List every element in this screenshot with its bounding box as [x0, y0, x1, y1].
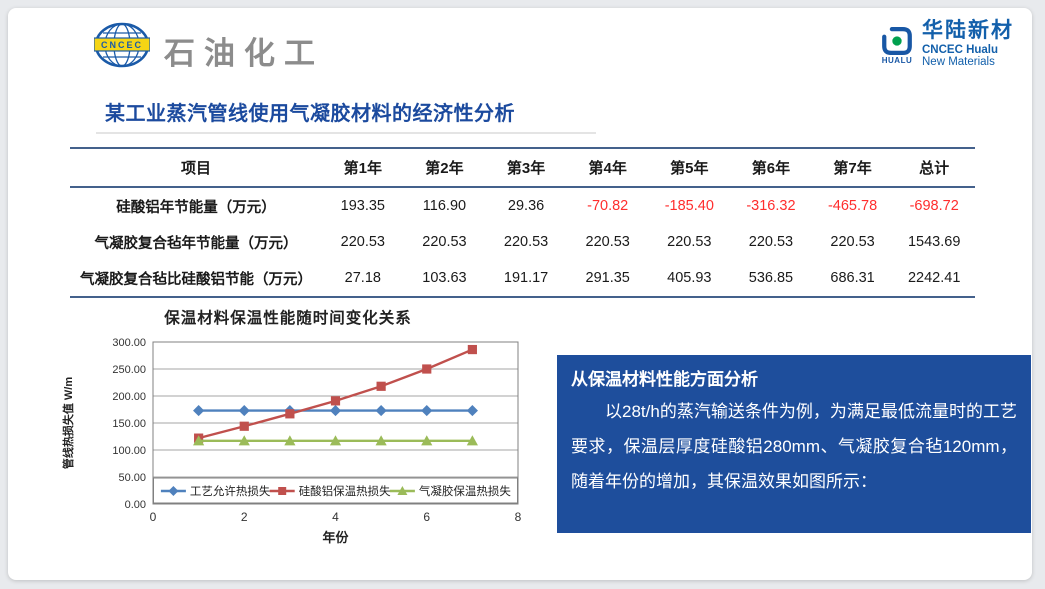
table-cell: 686.31 — [830, 270, 875, 286]
info-box-body: 以28t/h的蒸汽输送条件为例，为满足最低流量时的工艺要求，保温层厚度硅酸铝28… — [571, 402, 1017, 491]
svg-text:6: 6 — [423, 510, 430, 524]
hualu-caption: HUALU — [881, 55, 913, 65]
table-header-cell: 第6年 — [730, 148, 812, 188]
title-underline — [96, 132, 596, 134]
table-cell: 27.18 — [344, 270, 381, 286]
table-row-label: 气凝胶复合毡年节能量（万元） — [94, 235, 298, 252]
table-row-label: 硅酸铝年节能量（万元） — [116, 199, 276, 216]
hualu-icon — [882, 26, 912, 55]
economics-table: 项目 第1年 第2年 第3年 第4年 第5年 第6年 第7年 总计 硅酸铝年节能量（万元） 193… — [70, 147, 975, 298]
table-cell: 2242.41 — [907, 270, 961, 286]
table-cell: 220.53 — [748, 234, 794, 250]
table-cell: 405.93 — [667, 270, 712, 286]
table-cell: 536.85 — [748, 270, 794, 286]
table-row: 硅酸铝年节能量（万元） 193.35 116.90 29.36 -70.82 -185.4… — [70, 187, 975, 224]
table-header-cell: 总计 — [893, 148, 975, 188]
chart-x-tick-labels: 0 2 4 6 8 — [150, 510, 522, 524]
table-header-cell: 第4年 — [566, 148, 649, 188]
table-cell: -698.72 — [909, 198, 959, 214]
chart-legend: 工艺允许热损失 硅酸铝保温热损失 气凝胶保温热损失 — [153, 477, 518, 504]
chart-svg: 0.0050.00100.00150.00200.00250.00300.000… — [61, 337, 522, 545]
svg-text:250.00: 250.00 — [112, 364, 146, 376]
table-cell: -465.78 — [827, 198, 878, 214]
svg-text:100.00: 100.00 — [112, 445, 146, 457]
table-header: 项目 第1年 第2年 第3年 第4年 第5年 第6年 第7年 总计 — [70, 148, 975, 188]
chart-series-1 — [194, 344, 477, 443]
table-cell: -70.82 — [587, 198, 629, 214]
table-cell: 220.53 — [585, 234, 630, 250]
analysis-info-box: 从保温材料性能方面分析 以28t/h的蒸汽输送条件为例，为满足最低流量时的工艺要… — [557, 355, 1031, 533]
svg-text:气凝胶保温热损失: 气凝胶保温热损失 — [419, 484, 511, 498]
table-cell: -316.32 — [746, 198, 796, 214]
table-cell: 103.63 — [422, 270, 467, 286]
brand-petrochemical-text: 石油化工 — [164, 36, 324, 71]
hualu-logo-block: HUALU 华陆新材 CNCEC Hualu New Materials — [879, 19, 1014, 69]
table-row: 气凝胶复合毡年节能量（万元） 220.53 220.53 220.53 220.53 22… — [70, 224, 975, 260]
table-header-cell: 第5年 — [648, 148, 731, 188]
svg-text:150.00: 150.00 — [112, 418, 146, 430]
svg-text:0: 0 — [150, 510, 157, 524]
svg-text:0.00: 0.00 — [125, 499, 146, 511]
chart-series-0 — [193, 404, 478, 417]
cncec-logo-text: CNCEC — [101, 40, 143, 50]
svg-text:200.00: 200.00 — [112, 391, 146, 403]
table-cell: 291.35 — [585, 270, 630, 286]
table-cell: 220.53 — [422, 234, 467, 250]
table-cell: 1543.69 — [907, 234, 961, 250]
table-cell: 191.17 — [503, 270, 549, 286]
table-cell: 193.35 — [340, 198, 385, 214]
svg-text:50.00: 50.00 — [118, 472, 146, 484]
chart-y-axis-label: 管线热损失值 W/m — [61, 377, 75, 469]
table-row-label: 气凝胶复合毡比硅酸铝节能（万元） — [80, 271, 312, 288]
chart-x-axis-label: 年份 — [322, 530, 349, 545]
info-box-heading: 从保温材料性能方面分析 — [571, 370, 758, 389]
svg-text:4: 4 — [332, 510, 339, 524]
table-cell: 220.53 — [503, 234, 549, 250]
table-cell: 29.36 — [507, 198, 545, 214]
table-cell: 220.53 — [667, 234, 712, 250]
page-title: 某工业蒸汽管线使用气凝胶材料的经济性分析 — [105, 103, 515, 125]
cncec-logo: CNCEC — [94, 22, 150, 68]
hualu-name-cn: 华陆新材 — [922, 19, 1014, 42]
table-header-cell: 第7年 — [811, 148, 894, 188]
slide: CNCEC 石油化工 HUALU 华陆新材 CNCEC Hualu New Ma… — [8, 8, 1032, 580]
svg-text:300.00: 300.00 — [112, 337, 146, 349]
table-header-cell: 第1年 — [322, 148, 404, 188]
table-header-cell: 第3年 — [485, 148, 567, 188]
svg-text:8: 8 — [515, 510, 522, 524]
hualu-name-en2: New Materials — [922, 56, 995, 69]
svg-text:硅酸铝保温热损失: 硅酸铝保温热损失 — [299, 484, 391, 498]
table-header-cell: 第2年 — [403, 148, 486, 188]
table-header-cell: 项目 — [70, 148, 322, 188]
chart-title: 保温材料保温性能随时间变化关系 — [164, 310, 412, 327]
table-cell: -185.40 — [664, 198, 714, 214]
chart-gridlines — [153, 341, 518, 478]
insulation-performance-chart: 保温材料保温性能随时间变化关系 0.00 50.00 100.00 150.00 200… — [58, 306, 558, 558]
svg-text:2: 2 — [241, 510, 248, 524]
table-cell: 220.53 — [340, 234, 385, 250]
table-cell: 220.53 — [830, 234, 875, 250]
chart-y-tick-labels: 0.00 50.00 100.00 150.00 200.00 250.00 300.00 — [112, 337, 146, 511]
table-row: 气凝胶复合毡比硅酸铝节能（万元） 27.18 103.63 191.17 291.35 4… — [70, 260, 975, 297]
svg-text:工艺允许热损失: 工艺允许热损失 — [190, 484, 271, 498]
chart-series-2 — [193, 435, 478, 446]
hualu-name-en1: CNCEC Hualu — [922, 44, 999, 57]
table-cell: 116.90 — [422, 198, 467, 214]
